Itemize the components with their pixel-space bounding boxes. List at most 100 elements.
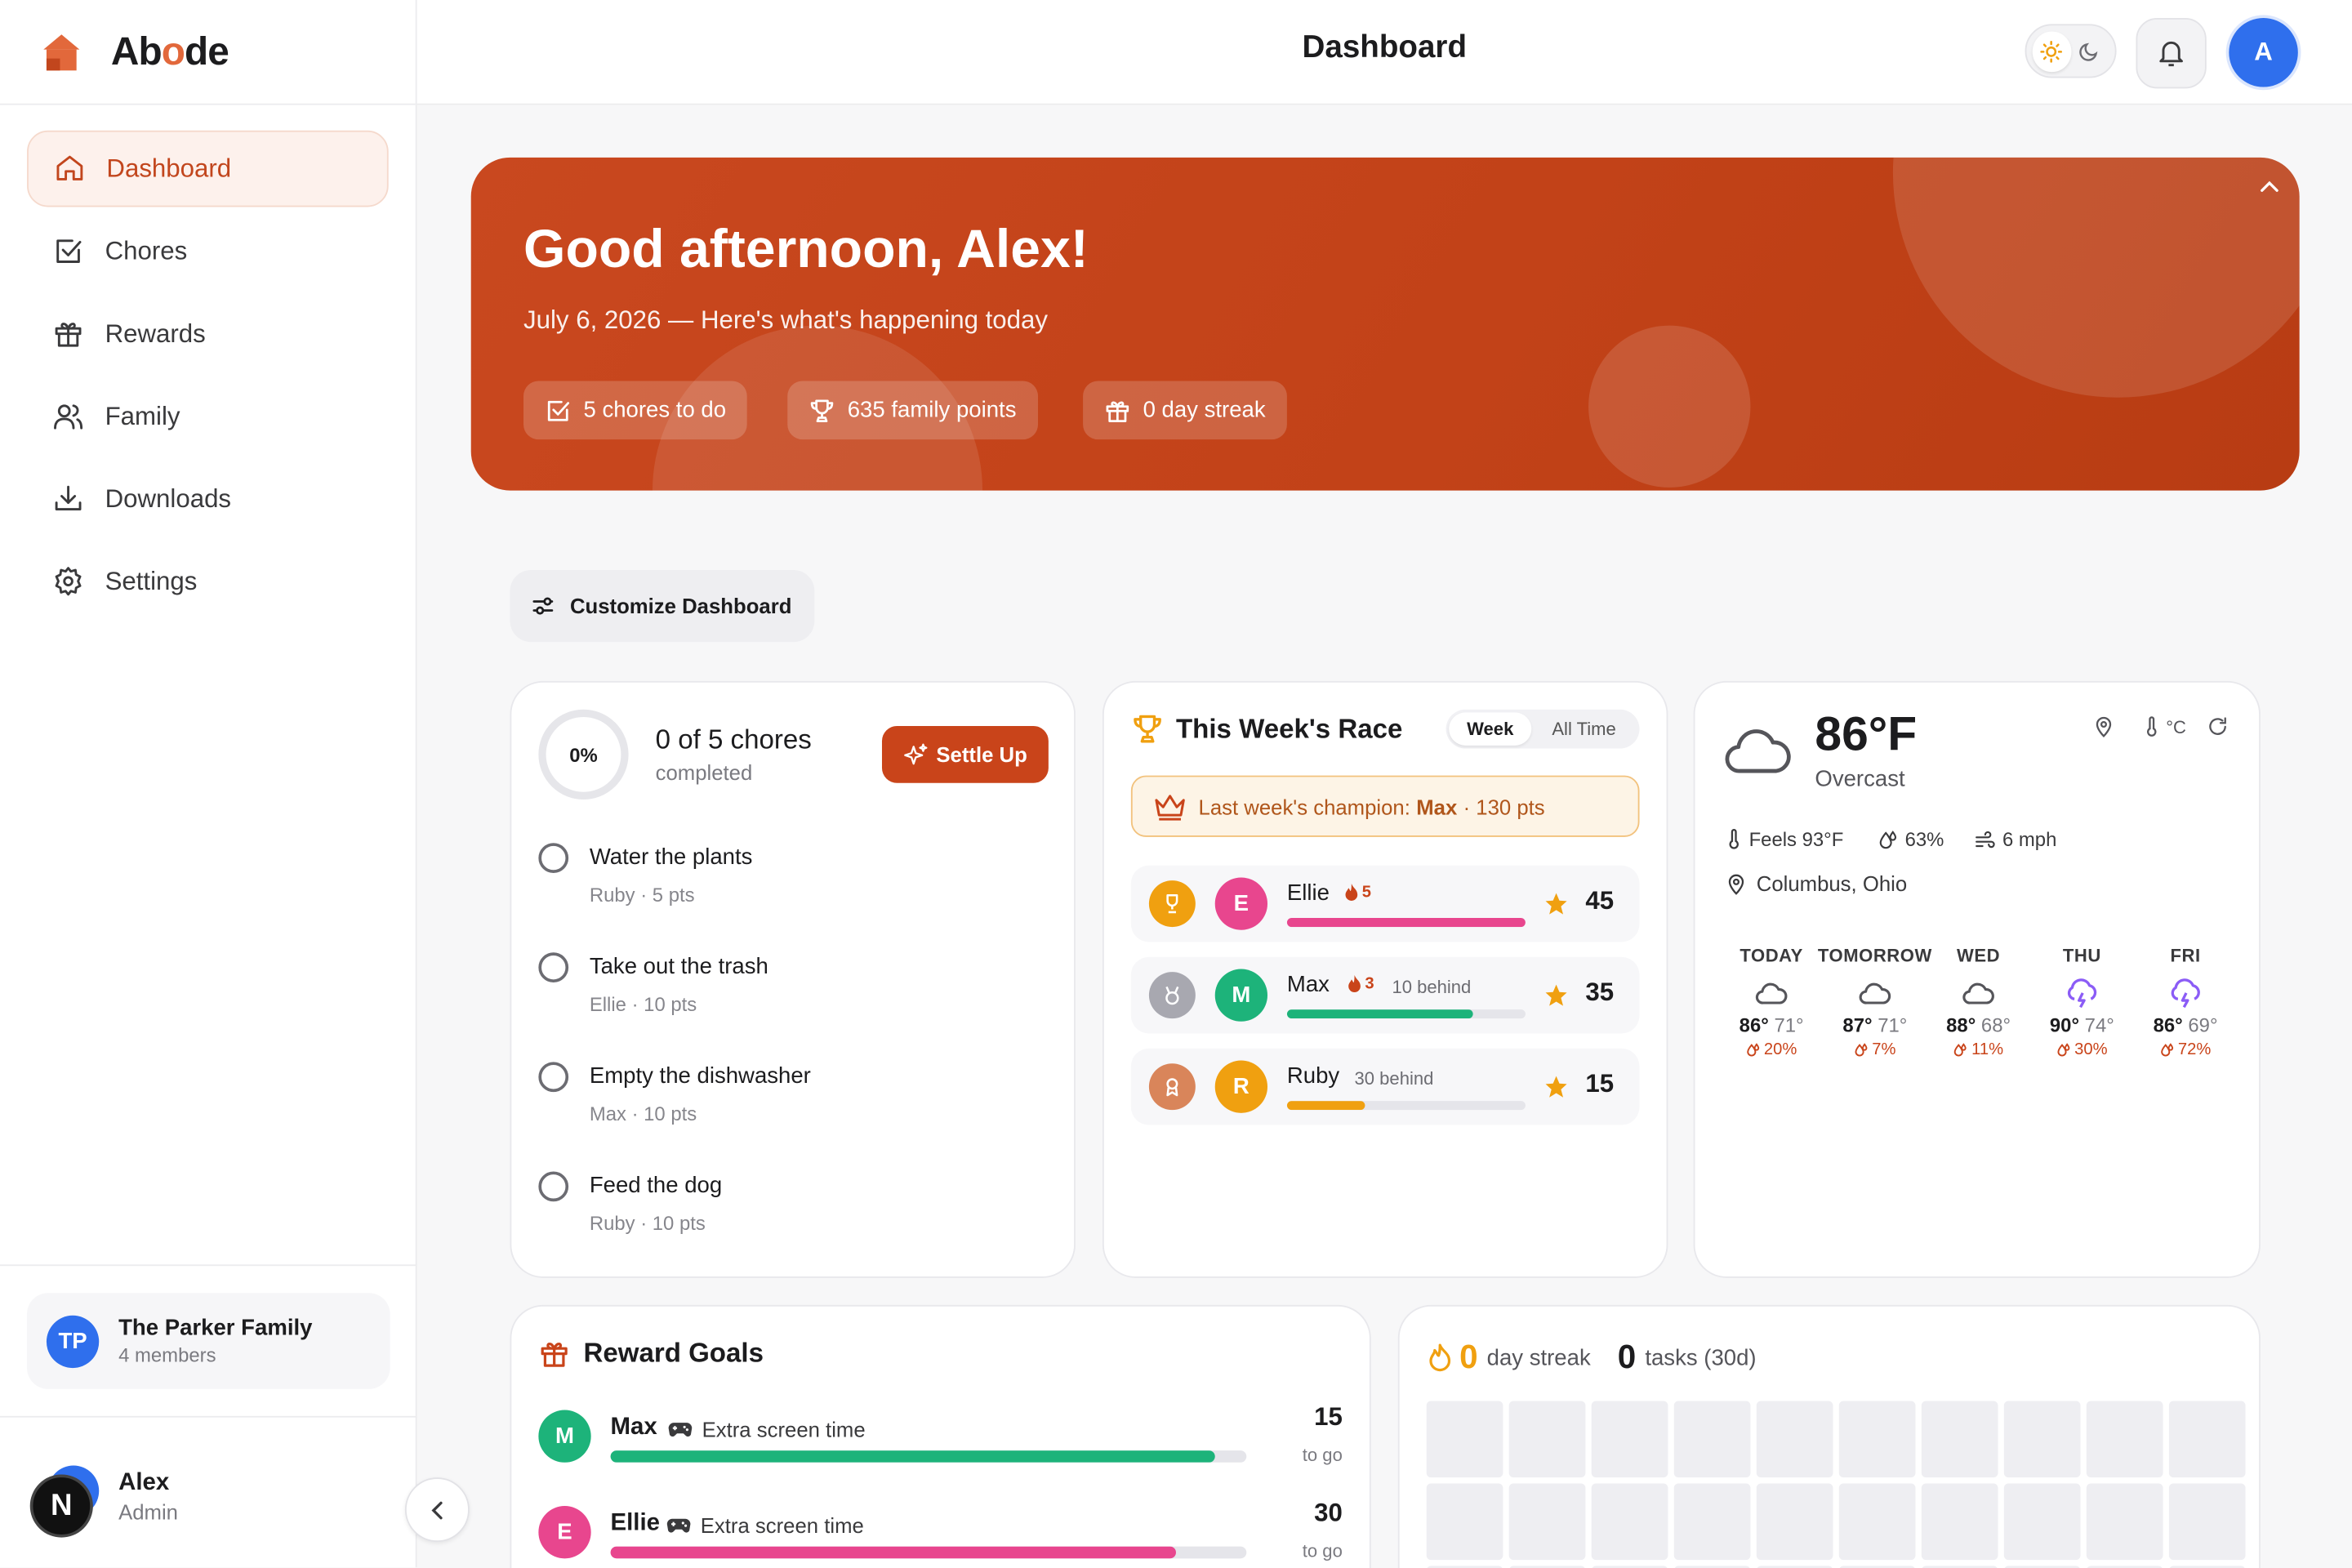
avatar: M (1214, 969, 1268, 1022)
dark-mode-button[interactable] (2071, 31, 2109, 72)
sidebar-item-chores[interactable]: Chores (27, 213, 389, 290)
silver-medal-icon (1148, 972, 1196, 1019)
avatar[interactable]: A (2229, 18, 2298, 87)
sidebar-item-label: Chores (105, 236, 188, 265)
chore-checkbox[interactable] (538, 952, 569, 983)
sidebar-item-family[interactable]: Family (27, 378, 389, 455)
weather-controls: °C (2092, 715, 2230, 738)
leaderboard-row[interactable]: R Ruby 30 behind 15 (1130, 1048, 1640, 1125)
member-points: 45 (1585, 886, 1615, 915)
gold-medal-icon (1148, 880, 1196, 928)
sidebar-nav: Dashboard Chores Rewards Family Download… (0, 105, 416, 652)
refresh-icon[interactable] (2207, 715, 2230, 738)
sidebar-item-downloads[interactable]: Downloads (27, 461, 389, 537)
streak-chip: 0 day streak (1083, 381, 1287, 440)
star-icon (1545, 984, 1567, 1006)
heatmap-cell (2003, 1401, 2081, 1478)
chore-checkbox[interactable] (538, 1062, 569, 1093)
greeting-subtitle: July 6, 2026 — Here's what's happening t… (523, 305, 1049, 335)
family-name: The Parker Family (118, 1315, 313, 1342)
sidebar-item-dashboard[interactable]: Dashboard (27, 130, 389, 207)
humidity: 63% (1878, 828, 1944, 850)
flame-icon (1345, 883, 1358, 901)
collapse-banner-icon[interactable] (2257, 176, 2281, 199)
member-points: 35 (1585, 978, 1615, 1007)
points-remaining-label: to go (1302, 1540, 1343, 1562)
forecast-day: TOMORROW 87° 71° 7% (1817, 945, 1932, 1059)
heatmap-cell (1591, 1483, 1668, 1561)
weekly-race-card: This Week's Race Week All Time Last week… (1102, 680, 1668, 1278)
heatmap-cell (1756, 1401, 1833, 1478)
leaderboard-row[interactable]: E Ellie 5 45 (1130, 865, 1640, 942)
storm-icon (2067, 978, 2097, 1009)
family-card[interactable]: TP The Parker Family 4 members (27, 1293, 390, 1389)
cloud-icon (1962, 982, 1994, 1004)
forecast-day: TODAY 86° 71° 20% (1739, 945, 1804, 1059)
location-pin-icon (1728, 873, 1744, 894)
customize-dashboard-button[interactable]: Customize Dashboard (510, 569, 815, 643)
member-name: Max (610, 1414, 657, 1441)
droplets-icon (2161, 1043, 2174, 1057)
gamepad-icon (666, 1517, 691, 1532)
chores-summary: 0 of 5 chores (655, 724, 812, 755)
heatmap-cell (1838, 1483, 1916, 1561)
tab-week[interactable]: Week (1449, 712, 1532, 746)
heatmap-cell (1426, 1566, 1503, 1568)
sidebar-item-rewards[interactable]: Rewards (27, 296, 389, 372)
sun-icon (2040, 40, 2063, 62)
leaderboard-row[interactable]: M Max 3 10 behind 35 (1130, 956, 1640, 1034)
bronze-medal-icon (1148, 1063, 1196, 1111)
user-name: Alex (118, 1469, 170, 1495)
welcome-banner: Good afternoon, Alex! July 6, 2026 — Her… (470, 157, 2300, 491)
tasks-count: 0 (1617, 1338, 1637, 1376)
thermometer-icon[interactable] (2142, 715, 2162, 738)
tasks-count-label: tasks (30d) (1645, 1344, 1757, 1370)
chore-checkbox[interactable] (538, 1171, 569, 1202)
streak-count: 5 (1344, 883, 1371, 902)
unit-toggle[interactable]: °C (2166, 716, 2186, 737)
chore-checkbox[interactable] (538, 843, 569, 873)
user-profile[interactable]: N Alex Admin (29, 1463, 178, 1538)
wind-icon (1976, 830, 1995, 848)
storm-icon (2171, 978, 2200, 1009)
progress-ring: 0% (538, 709, 629, 800)
member-name: Max (1286, 972, 1330, 998)
collapse-sidebar-button[interactable] (404, 1477, 470, 1543)
current-temperature: 86°F (1815, 706, 1918, 761)
tab-all-time[interactable]: All Time (1552, 718, 1616, 740)
light-mode-button[interactable] (2032, 30, 2071, 72)
forecast-day: THU 90° 74° 30% (2049, 945, 2114, 1059)
heatmap-cell (2003, 1483, 2081, 1561)
star-icon (1545, 1076, 1567, 1098)
user-role: Admin (118, 1499, 178, 1524)
droplets-icon (1747, 1043, 1760, 1057)
heatmap-cell (1508, 1401, 1586, 1478)
brand[interactable]: Abode (0, 0, 416, 105)
download-icon (55, 485, 82, 511)
heatmap-cell (1921, 1566, 1998, 1568)
checkbox-icon (56, 239, 82, 263)
droplets-icon (1855, 1043, 1868, 1057)
sidebar-item-label: Settings (105, 566, 198, 595)
heatmap-cell (1756, 1483, 1833, 1561)
reward-goals-card: Reward Goals M Max Extra screen time 15 … (510, 1304, 1371, 1568)
sidebar-item-settings[interactable]: Settings (27, 543, 389, 620)
heatmap-cell (1426, 1401, 1503, 1478)
chevron-left-icon (430, 1500, 442, 1519)
member-name: Ruby (1286, 1063, 1340, 1089)
points-remaining-label: to go (1302, 1444, 1343, 1466)
star-icon (1545, 893, 1567, 915)
theme-toggle[interactable] (2025, 24, 2117, 78)
weather-card: 86°F Overcast °C Feels 93°F 63% 6 mph Co… (1693, 680, 2261, 1278)
location-pin-icon[interactable] (2092, 715, 2115, 738)
trophy-icon (810, 399, 834, 422)
streak-summary: 0 day streak 0 tasks (30d) (1427, 1338, 1757, 1377)
notifications-button[interactable] (2136, 18, 2207, 89)
heatmap-cell (1673, 1566, 1751, 1568)
race-progress-bar (1286, 1101, 1526, 1111)
settle-up-button[interactable]: Settle Up (881, 725, 1049, 783)
heatmap-cell (1591, 1401, 1668, 1478)
cloud-icon (1859, 982, 1891, 1004)
family-avatar: TP (46, 1314, 100, 1368)
reward-progress-bar (610, 1450, 1247, 1463)
